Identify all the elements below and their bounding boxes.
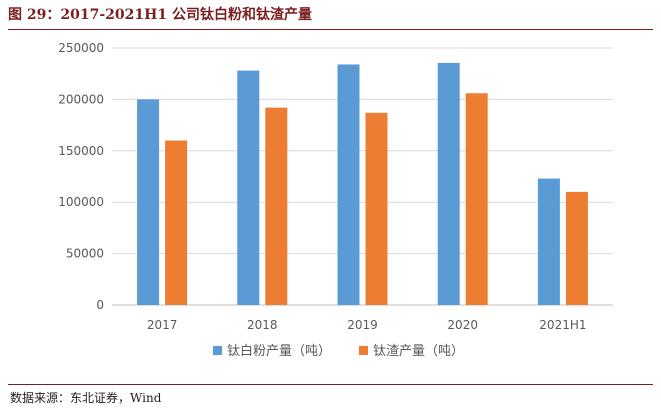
y-tick-label: 50000	[66, 247, 104, 261]
legend-label: 钛渣产量（吨）	[373, 344, 464, 359]
legend-swatch	[213, 346, 222, 355]
bar-titanium-dioxide	[437, 62, 460, 305]
bar-titanium-dioxide	[237, 70, 260, 305]
x-tick-label: 2018	[247, 318, 278, 332]
bar-titanium-dioxide	[337, 64, 360, 305]
x-tick-label: 2019	[347, 318, 378, 332]
source-note: 数据来源：东北证券，Wind	[10, 391, 162, 405]
bar-chart: 0 50000 100000 150000 200000 250000 2017 2018 20…	[58, 41, 613, 359]
bar-titanium-slag	[465, 93, 488, 305]
x-tick-label: 2017	[147, 318, 178, 332]
bar-titanium-slag	[165, 140, 188, 305]
y-tick-label: 150000	[58, 144, 104, 158]
figure-title: 图 29：2017-2021H1 公司钛白粉和钛渣产量	[8, 7, 312, 23]
bar-titanium-dioxide	[137, 99, 160, 306]
bar-titanium-slag	[365, 112, 388, 305]
x-tick-label: 2020	[447, 318, 478, 332]
y-tick-label: 200000	[58, 92, 104, 106]
y-tick-label: 100000	[58, 195, 104, 209]
footer-rule	[8, 384, 653, 385]
y-tick-label: 0	[96, 298, 104, 312]
title-rule	[8, 29, 653, 30]
y-tick-label: 250000	[58, 41, 104, 55]
bar-titanium-slag	[265, 107, 288, 306]
x-tick-label: 2021H1	[539, 318, 586, 332]
bar-titanium-dioxide	[537, 178, 560, 305]
legend-swatch	[359, 346, 368, 355]
bar-titanium-slag	[565, 191, 588, 305]
legend-label: 钛白粉产量（吨）	[227, 343, 331, 359]
